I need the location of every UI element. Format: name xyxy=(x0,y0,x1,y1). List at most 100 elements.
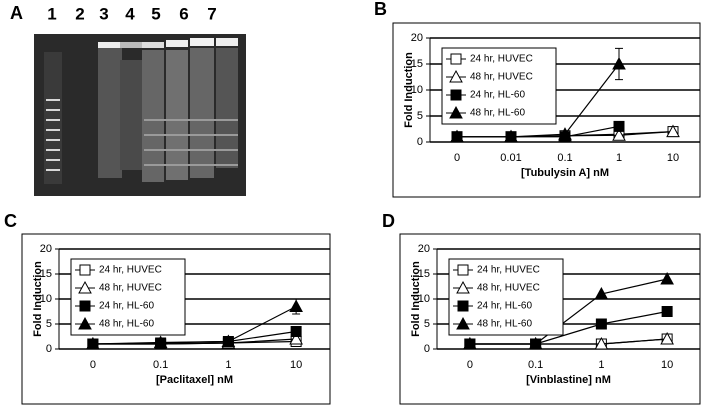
y-tick-label: 10 xyxy=(411,84,423,96)
data-point xyxy=(558,127,572,140)
legend-label: 24 hr, HL-60 xyxy=(470,90,525,101)
series-line xyxy=(92,305,297,345)
x-tick-label: 0 xyxy=(90,359,96,371)
y-tick-label: 15 xyxy=(40,268,52,280)
y-tick-label: 0 xyxy=(424,343,430,355)
data-point xyxy=(449,105,463,119)
data-point xyxy=(79,264,91,276)
chart: C 0 5 10 15 20 0 0.1 1 10 [Paclitaxel] nM Fold Indu… xyxy=(4,211,331,405)
y-tick-label: 15 xyxy=(411,58,423,70)
y-tick-label: 0 xyxy=(417,136,423,148)
legend-label: 48 hr, HUVEC xyxy=(99,283,162,294)
legend-label: 48 hr, HL-60 xyxy=(470,108,525,119)
y-tick-label: 10 xyxy=(418,293,430,305)
x-tick-label: 1 xyxy=(616,152,622,164)
legend-label: 24 hr, HL-60 xyxy=(477,301,532,312)
data-point xyxy=(666,124,680,138)
data-point xyxy=(504,129,518,143)
data-point xyxy=(463,336,477,350)
data-point xyxy=(78,280,92,294)
data-point xyxy=(289,299,303,312)
legend-label: 48 hr, HUVEC xyxy=(477,283,540,294)
lane-label: 5 xyxy=(151,4,160,23)
x-tick-label: 10 xyxy=(661,359,673,371)
y-tick-label: 15 xyxy=(418,268,430,280)
y-tick-label: 20 xyxy=(411,32,423,44)
chart-frame xyxy=(399,233,701,405)
data-point xyxy=(594,286,609,300)
x-tick-label: 0.01 xyxy=(500,152,521,164)
x-axis-label: [Tubulysin A] nM xyxy=(521,167,609,179)
y-tick-label: 10 xyxy=(40,293,52,305)
data-point xyxy=(221,334,236,347)
x-tick-label: 1 xyxy=(598,359,604,371)
x-tick-label: 10 xyxy=(667,152,679,164)
x-axis-label: [Paclitaxel] nM xyxy=(156,374,233,386)
data-point xyxy=(660,331,674,345)
x-tick-label: 0 xyxy=(467,359,473,371)
chart: B 0 5 10 15 20 0 0.01 0.1 1 10 [Tubulysin A] nM Fold… xyxy=(374,0,701,198)
legend-label: 24 hr, HUVEC xyxy=(477,265,540,276)
chart-frame xyxy=(392,22,701,198)
panel-label: D xyxy=(382,211,395,231)
data-point xyxy=(612,56,626,70)
data-point xyxy=(153,335,168,348)
data-point xyxy=(613,120,625,132)
legend-label: 24 hr, HL-60 xyxy=(99,301,154,312)
lane-label: 1 xyxy=(47,4,56,23)
chart-frame xyxy=(21,233,331,405)
legend-label: 48 hr, HL-60 xyxy=(99,319,154,330)
y-tick-label: 5 xyxy=(417,110,423,122)
chart: D 0 5 10 15 20 0 0.1 1 10 [Vinblastine] nM Fold Ind… xyxy=(382,211,701,405)
panel-label: B xyxy=(374,0,387,19)
legend-label: 48 hr, HUVEC xyxy=(470,72,533,83)
x-tick-label: 1 xyxy=(225,359,231,371)
series-line xyxy=(469,278,668,345)
gel-image xyxy=(34,34,246,196)
data-point xyxy=(86,336,100,350)
series-line xyxy=(457,63,620,138)
x-tick-label: 0.1 xyxy=(528,359,543,371)
data-point xyxy=(289,331,303,345)
data-point xyxy=(594,336,609,350)
data-point xyxy=(290,326,302,337)
data-point xyxy=(660,271,674,285)
data-point xyxy=(456,316,470,330)
y-axis-label: Fold Induction xyxy=(410,261,422,337)
lane-label: 6 xyxy=(179,4,188,23)
x-axis-label: [Vinblastine] nM xyxy=(526,374,611,386)
legend-label: 24 hr, HUVEC xyxy=(470,54,533,65)
data-point xyxy=(456,280,470,294)
data-point xyxy=(450,129,464,143)
data-point xyxy=(457,264,469,276)
data-point xyxy=(78,316,92,330)
data-point xyxy=(612,128,626,141)
data-point xyxy=(450,53,462,65)
lane-label: 4 xyxy=(125,4,135,23)
lane-label: 3 xyxy=(99,4,108,23)
data-point xyxy=(528,336,543,350)
data-point xyxy=(457,300,469,312)
data-point xyxy=(449,69,463,83)
legend-label: 48 hr, HL-60 xyxy=(477,319,532,330)
lane-label: 7 xyxy=(207,4,216,23)
x-tick-label: 0.1 xyxy=(153,359,168,371)
x-tick-label: 0 xyxy=(454,152,460,164)
y-axis-label: Fold Induction xyxy=(403,52,415,128)
data-point xyxy=(661,306,673,317)
panel-label: C xyxy=(4,211,17,231)
data-point xyxy=(79,300,91,312)
y-axis-label: Fold Induction xyxy=(32,261,44,337)
lane-label: 2 xyxy=(75,4,84,23)
x-tick-label: 10 xyxy=(290,359,302,371)
series-line xyxy=(469,338,668,345)
y-tick-label: 0 xyxy=(46,343,52,355)
data-point xyxy=(450,89,462,101)
y-tick-label: 20 xyxy=(40,243,52,255)
legend-label: 24 hr, HUVEC xyxy=(99,265,162,276)
panel-label: A xyxy=(10,3,23,23)
x-tick-label: 0.1 xyxy=(557,152,572,164)
y-tick-label: 5 xyxy=(424,318,430,330)
y-tick-label: 20 xyxy=(418,243,430,255)
